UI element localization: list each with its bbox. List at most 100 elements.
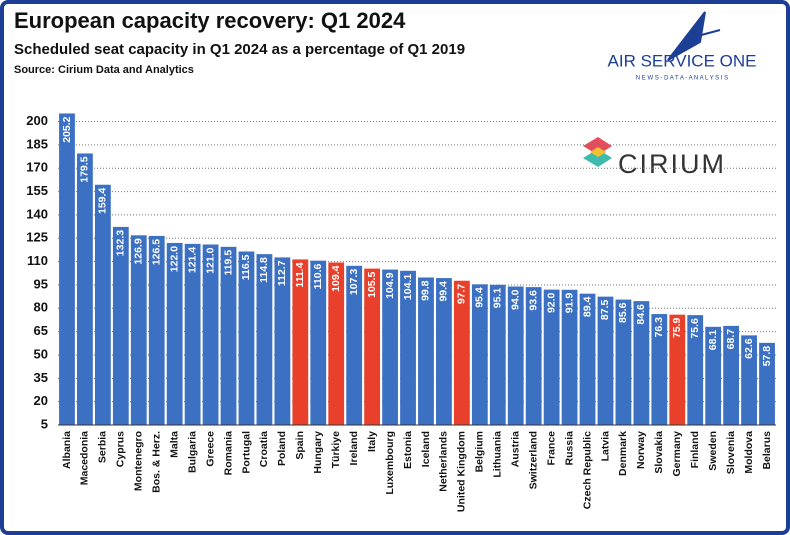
bar (597, 296, 614, 425)
bar (471, 284, 488, 425)
logo2-mark (583, 137, 612, 155)
y-tick-label: 50 (34, 346, 48, 361)
x-tick-label: Norway (635, 431, 647, 469)
x-tick-label: Albania (61, 431, 73, 469)
bar (651, 314, 668, 425)
bar (310, 260, 327, 425)
bar (687, 315, 704, 425)
x-tick-label: Estonia (402, 431, 414, 469)
value-label: 112.7 (276, 260, 288, 286)
value-label: 107.3 (348, 269, 360, 295)
value-label: 122.0 (168, 246, 180, 272)
value-label: 116.5 (240, 254, 252, 280)
bar (256, 254, 273, 425)
bar (77, 153, 93, 425)
logo-tagline: N E W S - D A T A - A N A L Y S I S (636, 76, 728, 82)
x-tick-label: Moldova (743, 431, 755, 474)
value-label: 104.1 (402, 274, 414, 300)
source: Source: Cirium Data and Analytics (14, 64, 194, 76)
bar (507, 286, 524, 425)
value-label: 99.4 (438, 281, 450, 302)
bar (669, 314, 686, 425)
value-label: 85.6 (617, 302, 629, 323)
x-tick-label: Austria (510, 431, 522, 467)
value-label: 94.0 (510, 289, 522, 310)
x-tick-label: Bos. & Herz. (151, 431, 163, 493)
value-label: 75.9 (671, 318, 683, 339)
y-tick-label: 65 (34, 323, 48, 338)
value-label: 57.8 (761, 346, 773, 367)
y-tick-label: 95 (34, 276, 48, 291)
y-tick-label: 125 (26, 230, 48, 245)
x-tick-label: Czech Republic (581, 431, 593, 509)
x-tick-label: Italy (366, 431, 378, 452)
x-tick-label: Spain (294, 431, 306, 460)
bar (579, 293, 596, 425)
bar (220, 246, 237, 425)
x-tick-label: Poland (276, 431, 288, 466)
logo2-mark (583, 149, 612, 167)
x-tick-label: Sweden (707, 431, 719, 471)
y-tick-label: 80 (34, 300, 48, 315)
value-label: 95.4 (474, 287, 486, 308)
bar (166, 242, 183, 425)
bar (184, 243, 201, 425)
value-label: 121.0 (204, 247, 216, 273)
x-tick-label: Netherlands (438, 431, 450, 492)
x-tick-label: Latvia (599, 431, 611, 462)
y-tick-label: 140 (26, 206, 48, 221)
logo-text: AIR SERVICE ONE (608, 51, 757, 70)
bar (418, 277, 434, 425)
bar (400, 270, 416, 425)
bar (328, 262, 345, 425)
value-label: 126.5 (151, 239, 163, 265)
x-tick-label: Germany (671, 431, 683, 477)
value-label: 62.6 (743, 338, 755, 359)
y-tick-label: 170 (26, 160, 48, 175)
value-label: 119.5 (222, 250, 234, 276)
bar (436, 278, 452, 425)
x-tick-label: Montenegro (133, 431, 145, 491)
bar (148, 235, 165, 425)
value-label: 75.6 (689, 318, 701, 339)
bar (274, 257, 291, 425)
bar (741, 335, 757, 425)
y-tick-label: 35 (34, 370, 48, 385)
value-label: 84.6 (635, 304, 647, 325)
chart-title: European capacity recovery: Q1 2024 (14, 8, 406, 33)
x-tick-label: Luxembourg (384, 431, 396, 495)
x-tick-label: Ireland (348, 431, 360, 465)
value-label: 87.5 (599, 299, 611, 320)
bar (489, 284, 506, 425)
x-tick-label: Switzerland (527, 431, 539, 489)
x-tick-label: Türkiye (330, 431, 342, 469)
logo2-text: CIRIUM (618, 149, 726, 179)
bar (382, 269, 398, 425)
value-label: 132.3 (115, 230, 127, 256)
value-label: 104.9 (384, 272, 396, 298)
value-label: 68.1 (707, 330, 719, 351)
y-tick-label: 5 (41, 416, 48, 431)
value-label: 97.7 (456, 284, 468, 305)
x-tick-label: Slovakia (653, 431, 665, 474)
x-tick-label: France (545, 431, 557, 466)
value-label: 159.4 (97, 188, 109, 214)
bar (112, 226, 129, 425)
x-tick-label: Greece (204, 431, 216, 467)
bar (705, 326, 722, 425)
bar (59, 113, 75, 425)
value-label: 109.4 (330, 265, 342, 291)
y-tick-label: 185 (26, 136, 48, 151)
bar (525, 287, 542, 425)
value-label: 76.3 (653, 317, 665, 338)
x-tick-label: Macedonia (79, 431, 91, 485)
bar (561, 289, 578, 425)
bar (759, 342, 775, 425)
bar (615, 299, 632, 425)
x-tick-label: Croatia (258, 431, 270, 467)
value-label: 205.2 (61, 116, 73, 142)
value-label: 68.7 (725, 329, 737, 350)
x-tick-label: Romania (222, 431, 234, 476)
bar (238, 251, 255, 425)
